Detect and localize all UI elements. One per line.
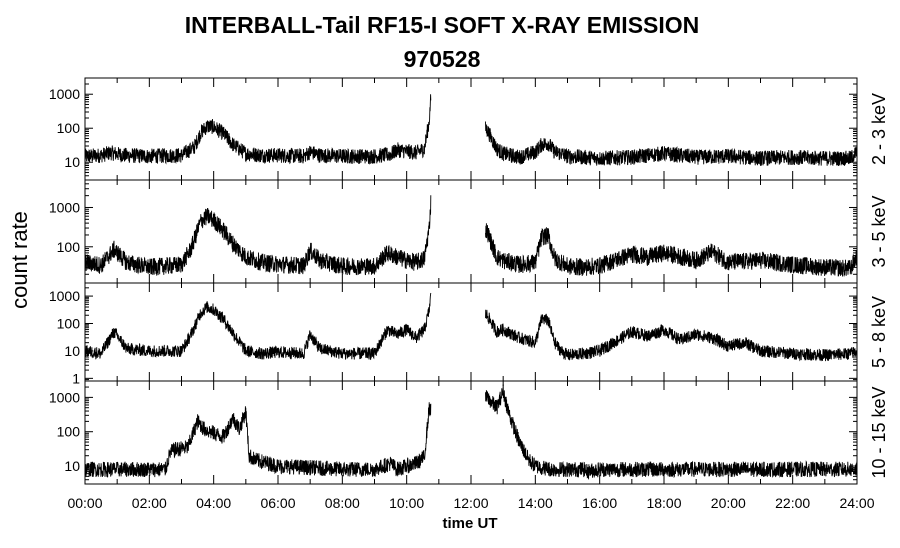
x-tick-label: 08:00 (325, 495, 360, 511)
x-tick-label: 06:00 (260, 495, 295, 511)
y-tick-label: 10 (64, 343, 80, 359)
x-tick-label: 14:00 (518, 495, 553, 511)
x-tick-label: 02:00 (132, 495, 167, 511)
y-tick-label: 1000 (49, 389, 80, 405)
y-tick-label: 100 (57, 120, 81, 136)
x-tick-label: 18:00 (646, 495, 681, 511)
x-tick-label: 12:00 (453, 495, 488, 511)
x-tick-label: 16:00 (582, 495, 617, 511)
chart-subtitle: 970528 (403, 46, 481, 72)
y-tick-label: 10 (64, 154, 80, 170)
panel-label: 2 - 3 keV (869, 93, 889, 165)
panel-label: 5 - 8 keV (869, 296, 889, 368)
x-tick-label: 20:00 (711, 495, 746, 511)
y-tick-label: 1000 (49, 199, 80, 215)
panel-frame (84, 77, 858, 181)
panel-label: 3 - 5 keV (869, 195, 889, 267)
y-tick-label: 100 (57, 239, 81, 255)
x-tick-label: 04:00 (196, 495, 231, 511)
x-tick-label: 10:00 (389, 495, 424, 511)
x-tick-label: 00:00 (67, 495, 102, 511)
x-tick-label: 24:00 (839, 495, 874, 511)
chart-title: INTERBALL-Tail RF15-I SOFT X-RAY EMISSIO… (184, 12, 700, 38)
panel-frame (84, 179, 858, 284)
y-tick-label: 1 (72, 370, 80, 386)
series-line (84, 292, 858, 362)
series-line (84, 94, 858, 167)
x-tick-label: 22:00 (775, 495, 810, 511)
y-tick-label: 1000 (49, 86, 80, 102)
x-axis-label: time UT (442, 515, 497, 532)
y-axis-label: count rate (7, 211, 32, 309)
series-line (84, 384, 858, 480)
panel-frame (84, 282, 858, 382)
y-tick-label: 10 (64, 458, 80, 474)
y-tick-label: 1000 (49, 288, 80, 304)
y-tick-label: 100 (57, 316, 81, 332)
y-tick-label: 100 (57, 424, 81, 440)
series-line (84, 195, 858, 277)
panel-label: 10 - 15 keV (869, 386, 889, 478)
